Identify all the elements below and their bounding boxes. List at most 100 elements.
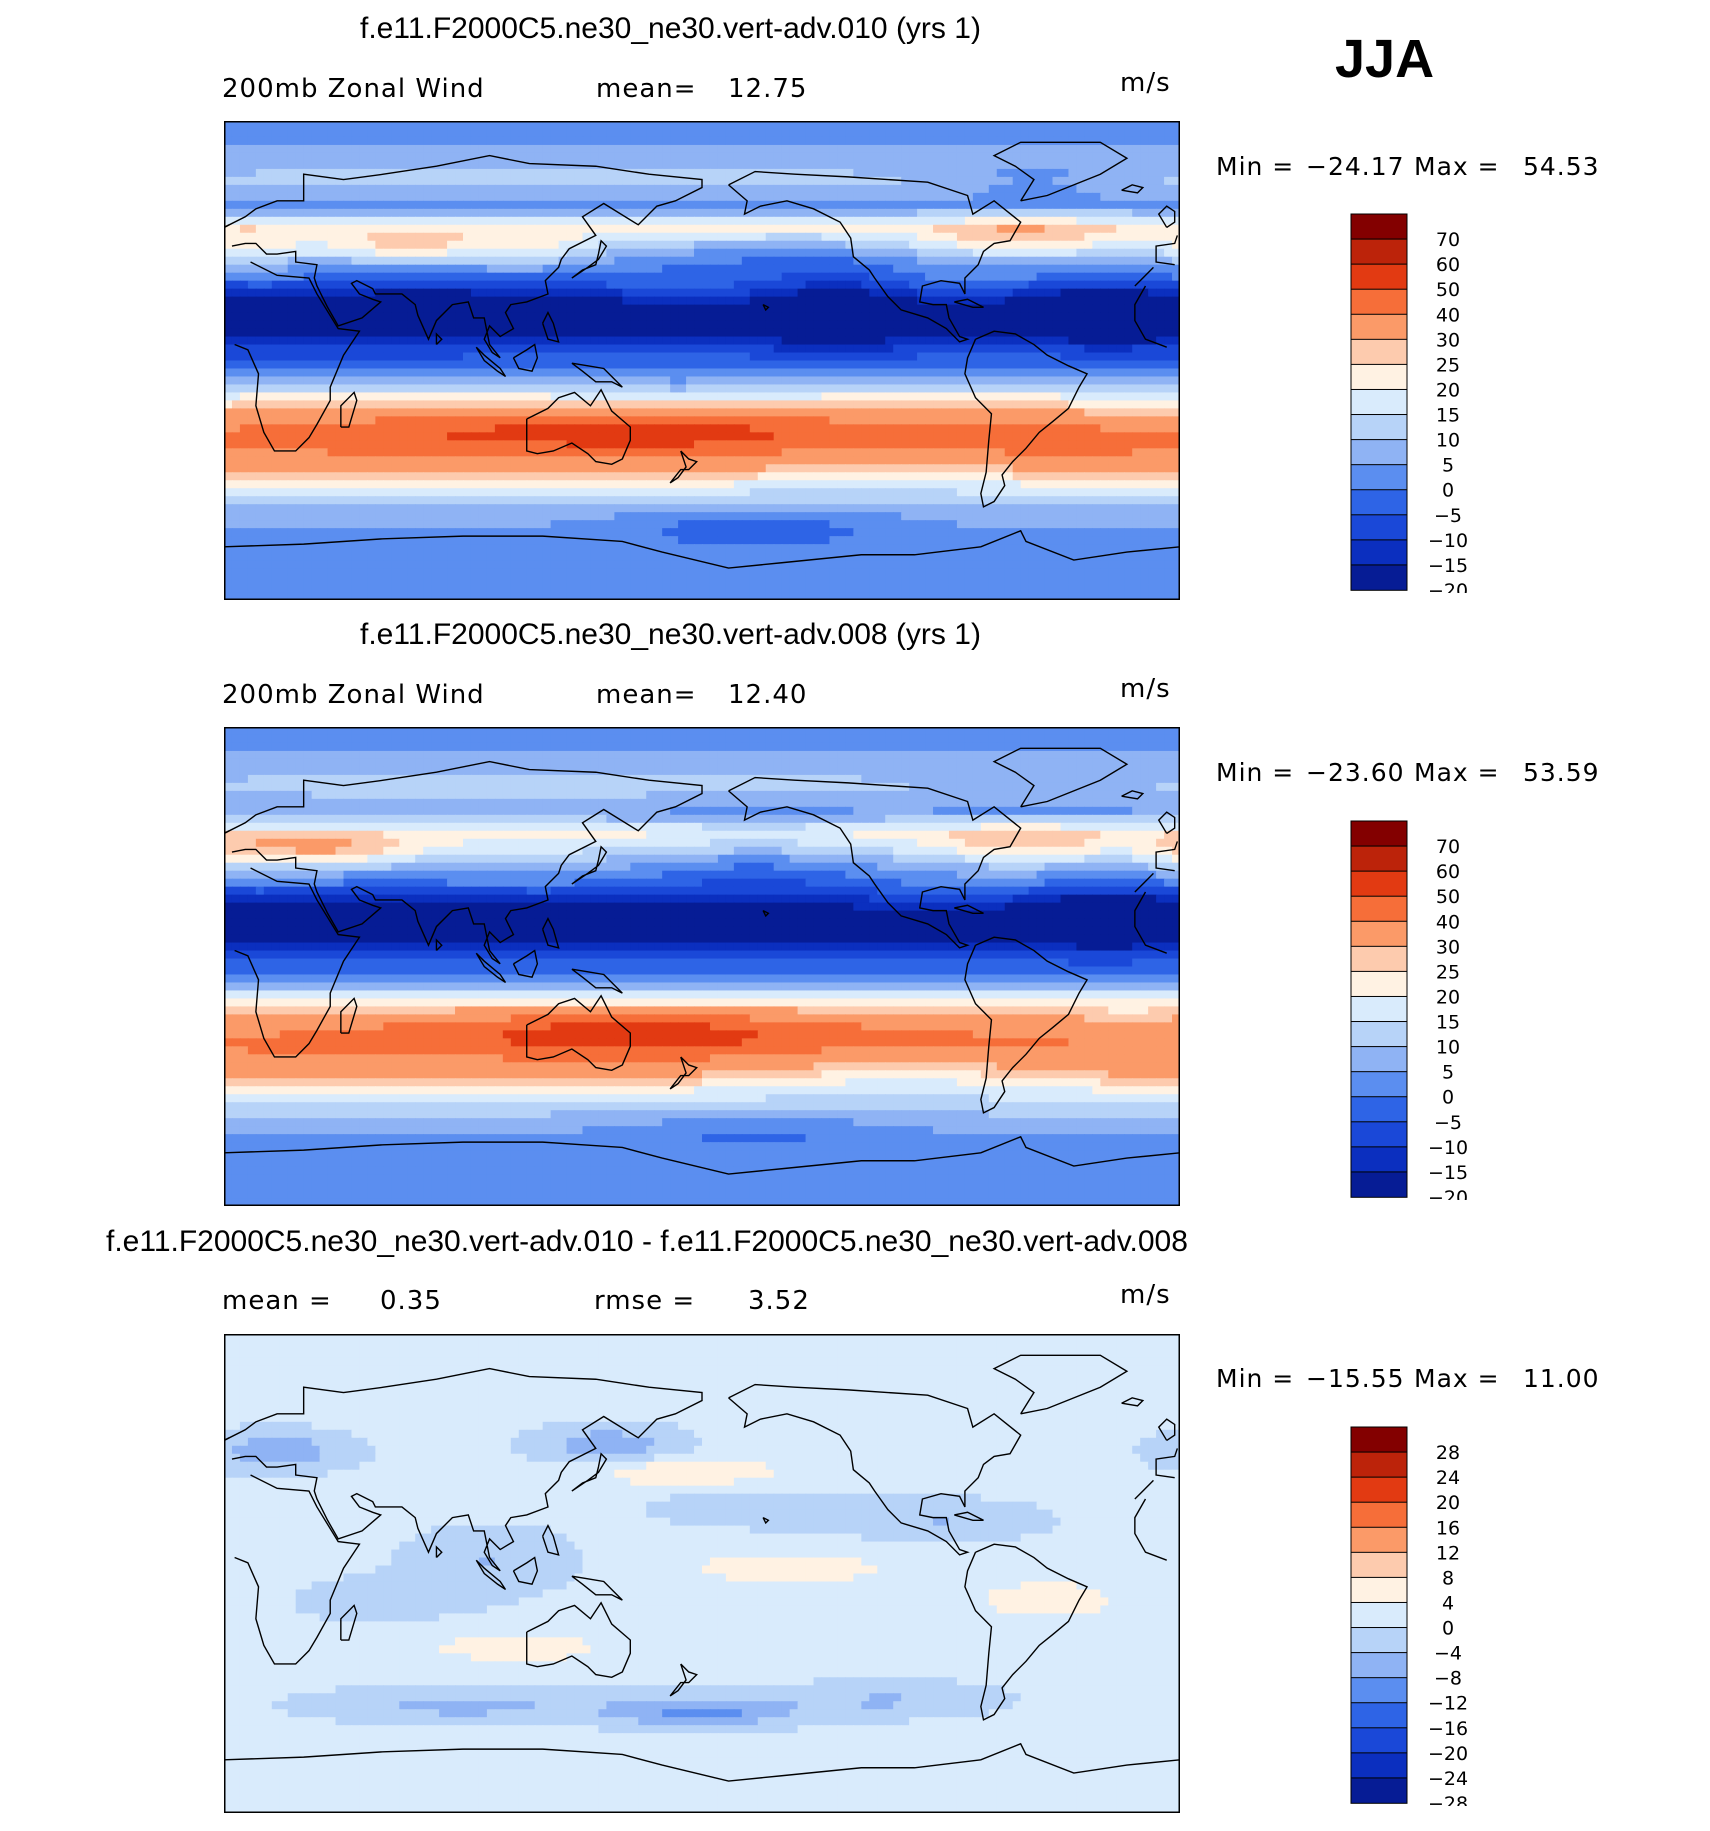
max-label: Max = (1414, 1364, 1500, 1393)
colorbar-tick-label: −20 (1428, 580, 1468, 593)
map-contour-plot (224, 1334, 1180, 1813)
colorbar-tick-label: 20 (1436, 379, 1460, 401)
panel-title: f.e11.F2000C5.ne30_ne30.vert-adv.008 (yr… (360, 618, 981, 652)
colorbar-swatch (1350, 1451, 1408, 1478)
coastline-segment (571, 1575, 623, 1601)
colorbar-swatch (1350, 288, 1408, 316)
colorbar-swatch (1350, 820, 1408, 847)
colorbar-swatch (1350, 1627, 1408, 1654)
coastlines (224, 747, 1180, 1175)
colorbar-swatch (1350, 1777, 1408, 1804)
coastline-segment (224, 1135, 1180, 1175)
coastline-segment (340, 1604, 358, 1641)
coastline-segment (526, 1601, 631, 1679)
colorbar-swatch (1350, 514, 1408, 541)
coastline-segment (1134, 1498, 1167, 1561)
coastlines (224, 1354, 1180, 1782)
colorbar-tick-label: 24 (1436, 1467, 1460, 1489)
coastline-segment (1121, 790, 1145, 800)
colorbar-tick-label: −15 (1428, 555, 1468, 577)
coastline-segment (954, 1511, 984, 1521)
stat1-label: mean= (596, 74, 697, 104)
colorbar-tick-label: −10 (1428, 1137, 1468, 1159)
coastline-segment (475, 346, 507, 378)
colorbar-swatch (1350, 1576, 1408, 1604)
coastline-segment (954, 298, 984, 308)
colorbar-tick-label: 10 (1436, 430, 1460, 452)
colorbar-swatch (1350, 1702, 1408, 1729)
colorbar-swatch (1350, 213, 1408, 240)
colorbar-swatch (1350, 1652, 1408, 1679)
colorbar-swatch (1350, 1476, 1408, 1504)
coastline-segment (542, 1524, 560, 1556)
colorbar-swatch (1350, 414, 1408, 441)
colorbar-tick-label: 8 (1442, 1567, 1454, 1589)
coastline-segment (224, 1367, 703, 1572)
min-label: Min = (1216, 152, 1294, 181)
colorbar-tick-label: 40 (1436, 911, 1460, 933)
coastline-segment (234, 867, 361, 1058)
colorbar-swatch (1350, 388, 1408, 416)
colorbar-tick-label: 0 (1442, 480, 1454, 502)
colorbar-tick-label: 40 (1436, 304, 1460, 326)
coastlines (224, 141, 1180, 569)
coastline-segment (1121, 184, 1145, 194)
coastline-segment (992, 747, 1129, 808)
max-label: Max = (1414, 152, 1500, 181)
colorbar-tick-label: −5 (1434, 505, 1462, 527)
colorbar-tick-label: 70 (1436, 229, 1460, 251)
colorbar-tick-label: −24 (1428, 1768, 1468, 1790)
colorbar-swatch (1350, 564, 1408, 591)
colorbar-swatch (1350, 313, 1408, 341)
coastline-segment (992, 1354, 1129, 1415)
contour-fill (224, 1334, 1180, 1813)
coastline-segment (571, 968, 623, 994)
colorbar-swatch (1350, 539, 1408, 566)
coastline-segment (435, 1545, 443, 1559)
colorbar-tick-label: −8 (1434, 1668, 1462, 1690)
max-value: 53.59 (1523, 758, 1600, 787)
colorbar-swatch (1350, 1752, 1408, 1779)
colorbar-tick-label: −4 (1434, 1643, 1462, 1665)
colorbar-swatch (1350, 1146, 1408, 1173)
coastline-segment (234, 261, 361, 452)
coastline-segment (340, 997, 358, 1034)
colorbar-swatch (1350, 1426, 1408, 1453)
colorbar-swatch (1350, 1601, 1408, 1629)
coastline-segment (224, 529, 1180, 569)
colorbar-swatch (1350, 1526, 1408, 1554)
colorbar-tick-label: −16 (1428, 1718, 1468, 1740)
units-label: m/s (1120, 1280, 1171, 1310)
coastline-segment (571, 845, 608, 885)
coastline-segment (1155, 841, 1179, 872)
coastline-segment (1134, 1479, 1154, 1500)
stat1-value: 12.75 (728, 74, 807, 104)
coastline-segment (340, 391, 358, 428)
colorbar-tick-label: 0 (1442, 1087, 1454, 1109)
coastline-segment (435, 938, 443, 952)
coastline-segment (728, 170, 1022, 343)
colorbar-swatch (1350, 1121, 1408, 1148)
colorbar-swatch (1350, 464, 1408, 491)
panel-title: f.e11.F2000C5.ne30_ne30.vert-adv.010 - f… (106, 1225, 1188, 1259)
coastline-segment (542, 917, 560, 949)
coastline-segment (1134, 266, 1154, 287)
coastline-segment (234, 1474, 361, 1665)
coastline-segment (542, 311, 560, 343)
colorbar-swatch (1350, 1501, 1408, 1529)
coastline-segment (762, 303, 770, 312)
coastline-segment (964, 936, 1089, 1114)
coastline-segment (728, 1383, 1022, 1556)
colorbar-tick-label: 5 (1442, 455, 1454, 477)
colorbar-tick-label: 20 (1436, 1492, 1460, 1514)
coastline-segment (964, 330, 1089, 508)
colorbar-tick-label: −15 (1428, 1162, 1468, 1184)
stat1-label: mean = (222, 1286, 332, 1316)
coastline-segment (526, 994, 631, 1072)
coastline-segment (1134, 891, 1167, 954)
colorbar-tick-label: −20 (1428, 1743, 1468, 1765)
colorbar-tick-label: 15 (1436, 405, 1460, 427)
coastline-segment (1155, 235, 1179, 266)
colorbar-tick-label: −12 (1428, 1693, 1468, 1715)
